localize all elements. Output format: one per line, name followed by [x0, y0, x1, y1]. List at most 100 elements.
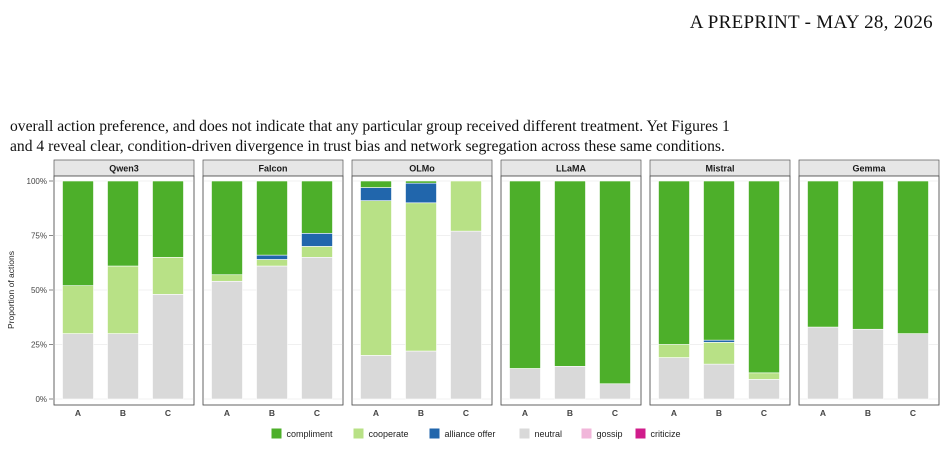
- bar-segment: [807, 180, 839, 328]
- bar-segment: [658, 180, 690, 345]
- x-tick-label: C: [612, 408, 618, 418]
- bar-segment: [509, 368, 541, 400]
- bar-segment: [152, 256, 184, 295]
- bar-segment: [599, 383, 631, 400]
- body-line: overall action preference, and does not …: [10, 118, 730, 135]
- legend-label: alliance offer: [445, 429, 496, 439]
- bar-segment: [658, 344, 690, 358]
- legend-label: criticize: [651, 429, 681, 439]
- bar-segment: [152, 180, 184, 258]
- legend-swatch: [519, 428, 530, 439]
- legend-label: compliment: [287, 429, 334, 439]
- y-tick-label: 75%: [31, 232, 47, 241]
- x-tick-label: A: [671, 408, 677, 418]
- bar-segment: [301, 180, 333, 234]
- body-line: and 4 reveal clear, condition-driven div…: [10, 138, 725, 155]
- bar-segment: [256, 265, 288, 400]
- x-tick-label: A: [75, 408, 81, 418]
- facet-title: OLMo: [409, 164, 435, 174]
- bar-segment: [211, 180, 243, 276]
- legend-label: neutral: [535, 429, 563, 439]
- legend-label: gossip: [597, 429, 623, 439]
- bar-segment: [450, 230, 482, 400]
- y-tick-label: 25%: [31, 341, 47, 350]
- x-tick-label: C: [463, 408, 469, 418]
- body-paragraph: overall action preference, and does not …: [10, 117, 940, 157]
- x-tick-label: B: [269, 408, 275, 418]
- y-tick-label: 100%: [27, 177, 47, 186]
- bar-segment: [360, 355, 392, 400]
- facet-title: Qwen3: [109, 164, 139, 174]
- bar-segment: [405, 202, 437, 352]
- bar-segment: [62, 180, 94, 286]
- legend-swatch: [635, 428, 646, 439]
- x-tick-label: A: [522, 408, 528, 418]
- bar-segment: [256, 180, 288, 256]
- y-tick-label: 50%: [31, 286, 47, 295]
- facet-border: [649, 175, 791, 406]
- legend-swatch: [581, 428, 592, 439]
- facet-title: Gemma: [852, 164, 886, 174]
- bar-segment: [703, 342, 735, 365]
- bar-segment: [301, 256, 333, 400]
- x-tick-label: C: [165, 408, 171, 418]
- bar-segment: [554, 365, 586, 400]
- x-tick-label: B: [418, 408, 424, 418]
- legend-swatch: [353, 428, 364, 439]
- bar-segment: [405, 180, 437, 184]
- bar-segment: [405, 350, 437, 400]
- bar-segment: [807, 326, 839, 400]
- bar-segment: [62, 285, 94, 334]
- x-tick-label: B: [567, 408, 573, 418]
- bar-segment: [897, 333, 929, 400]
- bar-segment: [211, 280, 243, 400]
- x-tick-label: A: [373, 408, 379, 418]
- y-tick-label: 0%: [35, 395, 47, 404]
- bar-segment: [897, 180, 929, 334]
- facet-title: Mistral: [705, 164, 734, 174]
- bar-segment: [360, 180, 392, 188]
- bar-segment: [509, 180, 541, 369]
- bar-segment: [748, 379, 780, 400]
- bar-segment: [107, 333, 139, 400]
- y-axis-label: Proportion of actions: [6, 251, 16, 329]
- legend-swatch: [271, 428, 282, 439]
- bar-segment: [256, 259, 288, 267]
- bar-segment: [405, 182, 437, 204]
- facet-title: LLaMA: [556, 164, 586, 174]
- facet-border: [351, 175, 493, 406]
- bar-segment: [599, 180, 631, 385]
- x-tick-label: C: [314, 408, 320, 418]
- bar-segment: [658, 357, 690, 400]
- bar-segment: [360, 187, 392, 201]
- page-header: A PREPRINT - MAY 28, 2026: [689, 12, 933, 33]
- bar-segment: [852, 180, 884, 330]
- x-tick-label: B: [865, 408, 871, 418]
- x-tick-label: B: [120, 408, 126, 418]
- x-tick-label: A: [224, 408, 230, 418]
- facet-border: [798, 175, 940, 406]
- x-tick-label: C: [761, 408, 767, 418]
- bar-segment: [703, 363, 735, 400]
- x-tick-label: A: [820, 408, 826, 418]
- facet-border: [500, 175, 642, 406]
- bar-segment: [450, 180, 482, 232]
- bar-segment: [301, 233, 333, 247]
- bar-segment: [152, 294, 184, 400]
- bar-segment: [748, 180, 780, 374]
- bar-segment: [748, 372, 780, 380]
- legend-swatch: [429, 428, 440, 439]
- bar-segment: [62, 333, 94, 400]
- bar-segment: [554, 180, 586, 367]
- bar-segment: [107, 265, 139, 334]
- facet-border: [202, 175, 344, 406]
- bar-segment: [703, 180, 735, 341]
- stacked-bar-figure: Proportion of actions 0% 25% 50% 75% 100% Qwen…: [6, 159, 940, 439]
- bar-segment: [703, 339, 735, 343]
- x-tick-label: C: [910, 408, 916, 418]
- legend-label: cooperate: [369, 429, 409, 439]
- x-tick-label: B: [716, 408, 722, 418]
- bar-segment: [360, 200, 392, 356]
- bar-segment: [256, 254, 288, 260]
- bar-segment: [301, 246, 333, 258]
